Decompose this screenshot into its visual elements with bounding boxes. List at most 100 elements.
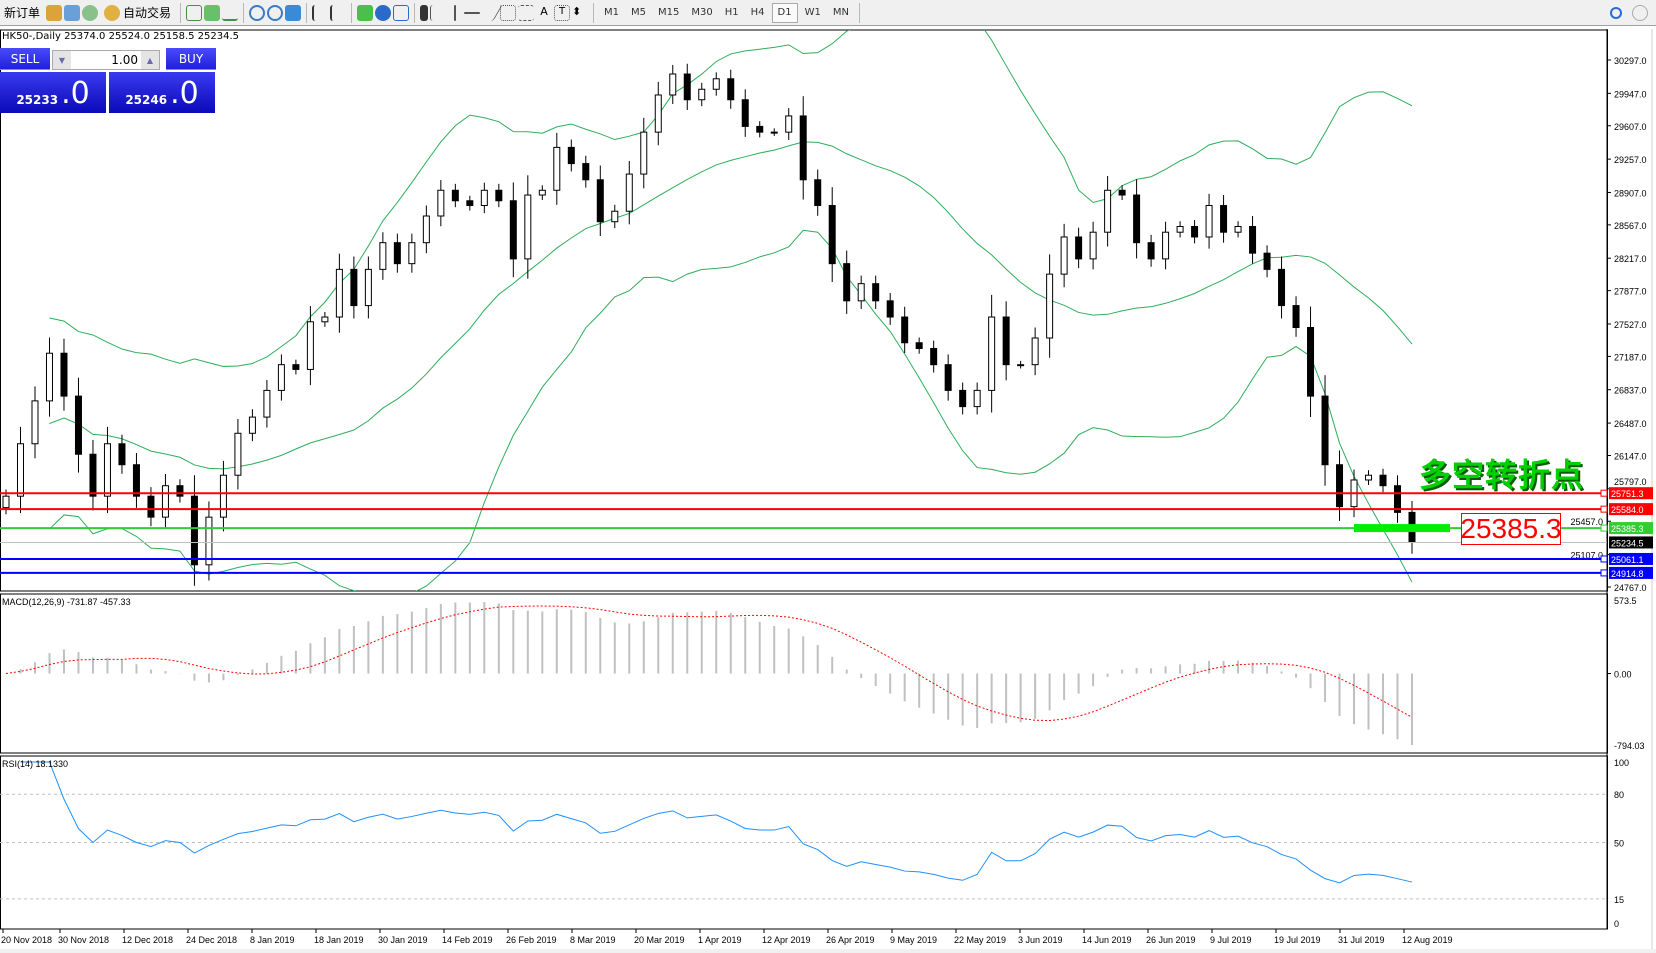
candle-body: [1147, 242, 1155, 260]
rsi-tick-label: 0: [1614, 919, 1619, 929]
date-tick-label: 26 Jun 2019: [1146, 935, 1196, 945]
date-tick-label: 19 Jul 2019: [1274, 935, 1321, 945]
date-tick-label: 20 Nov 2018: [1, 935, 52, 945]
timeframe-d1[interactable]: D1: [771, 2, 798, 23]
candle-body: [553, 146, 561, 191]
zoom-in-icon[interactable]: [249, 4, 266, 21]
arrows-icon[interactable]: ⬍: [572, 4, 582, 18]
timeframe-h1[interactable]: H1: [724, 7, 739, 18]
price-level-tag-label: 24914.8: [1611, 569, 1644, 579]
macd-tick-label: 573.5: [1614, 596, 1637, 606]
crosshair-icon[interactable]: [430, 4, 446, 21]
lot-size-input[interactable]: ▼ 1.00 ▲: [52, 50, 160, 70]
rsi-tick-label: 15: [1614, 895, 1624, 905]
candle-body: [1263, 252, 1271, 270]
timeframe-m30[interactable]: M30: [691, 7, 713, 18]
candle-body: [248, 416, 256, 434]
candle-body: [1191, 225, 1199, 238]
candle-body: [132, 464, 140, 497]
candle-body: [292, 364, 300, 370]
candle-body: [335, 268, 343, 318]
history-center-icon[interactable]: [46, 4, 63, 21]
auto-trading-button[interactable]: 自动交易: [100, 2, 175, 24]
main-panel-frame: [0, 29, 1608, 592]
one-click-trading-panel: SELL ▼ 1.00 ▲ BUY 25233.0 25246.0: [0, 48, 217, 113]
candle-body: [915, 342, 923, 349]
price-tick-label: 29947.0: [1614, 89, 1647, 99]
candle-body: [103, 443, 111, 497]
sell-price-pips: .0: [61, 76, 90, 111]
candle-body: [828, 205, 836, 265]
candle-body: [74, 395, 82, 455]
candle-body: [1205, 205, 1213, 238]
candle-body: [872, 283, 880, 302]
text-label-icon[interactable]: T: [554, 4, 571, 21]
status-strip: [0, 949, 1656, 953]
fibonacci-icon[interactable]: [518, 4, 535, 21]
zoom-out-icon[interactable]: [267, 4, 284, 21]
text-icon[interactable]: A: [540, 4, 548, 18]
bollinger-lower-band: [49, 229, 1413, 591]
candle-body: [1002, 316, 1010, 366]
candle-body: [1249, 225, 1257, 254]
candle-body: [379, 242, 387, 270]
periods-icon[interactable]: [375, 4, 392, 21]
cursor-icon[interactable]: [420, 4, 429, 21]
templates-icon[interactable]: [393, 4, 410, 21]
chart-shift-icon[interactable]: [330, 4, 346, 21]
timeframe-m5[interactable]: M5: [631, 7, 647, 18]
date-tick-label: 18 Jan 2019: [314, 935, 364, 945]
timeframe-w1[interactable]: W1: [804, 7, 821, 18]
search-icon[interactable]: [1610, 6, 1622, 19]
level-price-label[interactable]: 25385.3: [1460, 513, 1562, 545]
auto-scroll-icon[interactable]: [312, 4, 328, 21]
rsi-tick-label: 100: [1614, 758, 1629, 768]
candle-body: [959, 389, 967, 408]
horizontal-line-icon[interactable]: [464, 11, 481, 14]
sell-button[interactable]: SELL: [0, 48, 50, 70]
timeframe-m1[interactable]: M1: [604, 7, 620, 18]
macd-signal-line: [5, 605, 1413, 722]
reversal-point-annotation[interactable]: 多空转折点: [1419, 456, 1585, 494]
candle-body: [727, 78, 735, 101]
candle-body: [654, 94, 662, 133]
terminal-icon[interactable]: [64, 4, 81, 21]
candle-body: [1234, 225, 1242, 233]
candle-body: [31, 400, 39, 445]
timeframe-m15[interactable]: M15: [658, 7, 680, 18]
chat-icon[interactable]: [1632, 4, 1648, 21]
equidistant-channel-icon[interactable]: [500, 4, 517, 21]
candle-body: [1075, 236, 1083, 260]
buy-button[interactable]: BUY: [166, 48, 216, 70]
vertical-line-icon[interactable]: [454, 4, 457, 21]
new-order-button[interactable]: 新订单: [0, 2, 44, 24]
candle-body: [451, 189, 459, 202]
candle-body: [683, 73, 691, 101]
date-tick-label: 3 Jun 2019: [1018, 935, 1063, 945]
candle-body: [582, 163, 590, 181]
candle-body: [1162, 231, 1170, 260]
line-chart-icon[interactable]: [222, 5, 239, 21]
buy-price-button[interactable]: 25246.0: [109, 72, 215, 113]
timeframe-mn[interactable]: MN: [832, 7, 849, 18]
candlestick-chart-icon[interactable]: [204, 4, 221, 21]
date-tick-label: 24 Dec 2018: [186, 935, 237, 945]
signal-icon[interactable]: [82, 4, 99, 21]
tile-windows-icon[interactable]: [285, 4, 302, 21]
date-tick-label: 8 Mar 2019: [570, 935, 616, 945]
buy-price-pips: .0: [170, 76, 199, 111]
lot-decrease-icon[interactable]: ▼: [53, 51, 71, 69]
trendline-icon[interactable]: [477, 4, 503, 21]
price-tick-label: 29257.0: [1614, 155, 1647, 165]
date-tick-label: 1 Apr 2019: [698, 935, 742, 945]
sell-price-button[interactable]: 25233.0: [0, 72, 106, 113]
lot-value[interactable]: 1.00: [111, 53, 138, 67]
bar-chart-icon[interactable]: [186, 4, 203, 21]
timeframe-h4[interactable]: H4: [750, 7, 765, 18]
indicators-icon[interactable]: [357, 4, 374, 21]
chart-area[interactable]: 30297.0 29947.0 29607.0 29257.0 28907.0 28567…: [0, 29, 1656, 953]
candle-body: [901, 316, 909, 344]
lot-increase-icon[interactable]: ▲: [141, 51, 159, 69]
rsi-title: RSI(14) 18.1330: [2, 759, 68, 769]
level-line-handle: [1600, 555, 1608, 563]
